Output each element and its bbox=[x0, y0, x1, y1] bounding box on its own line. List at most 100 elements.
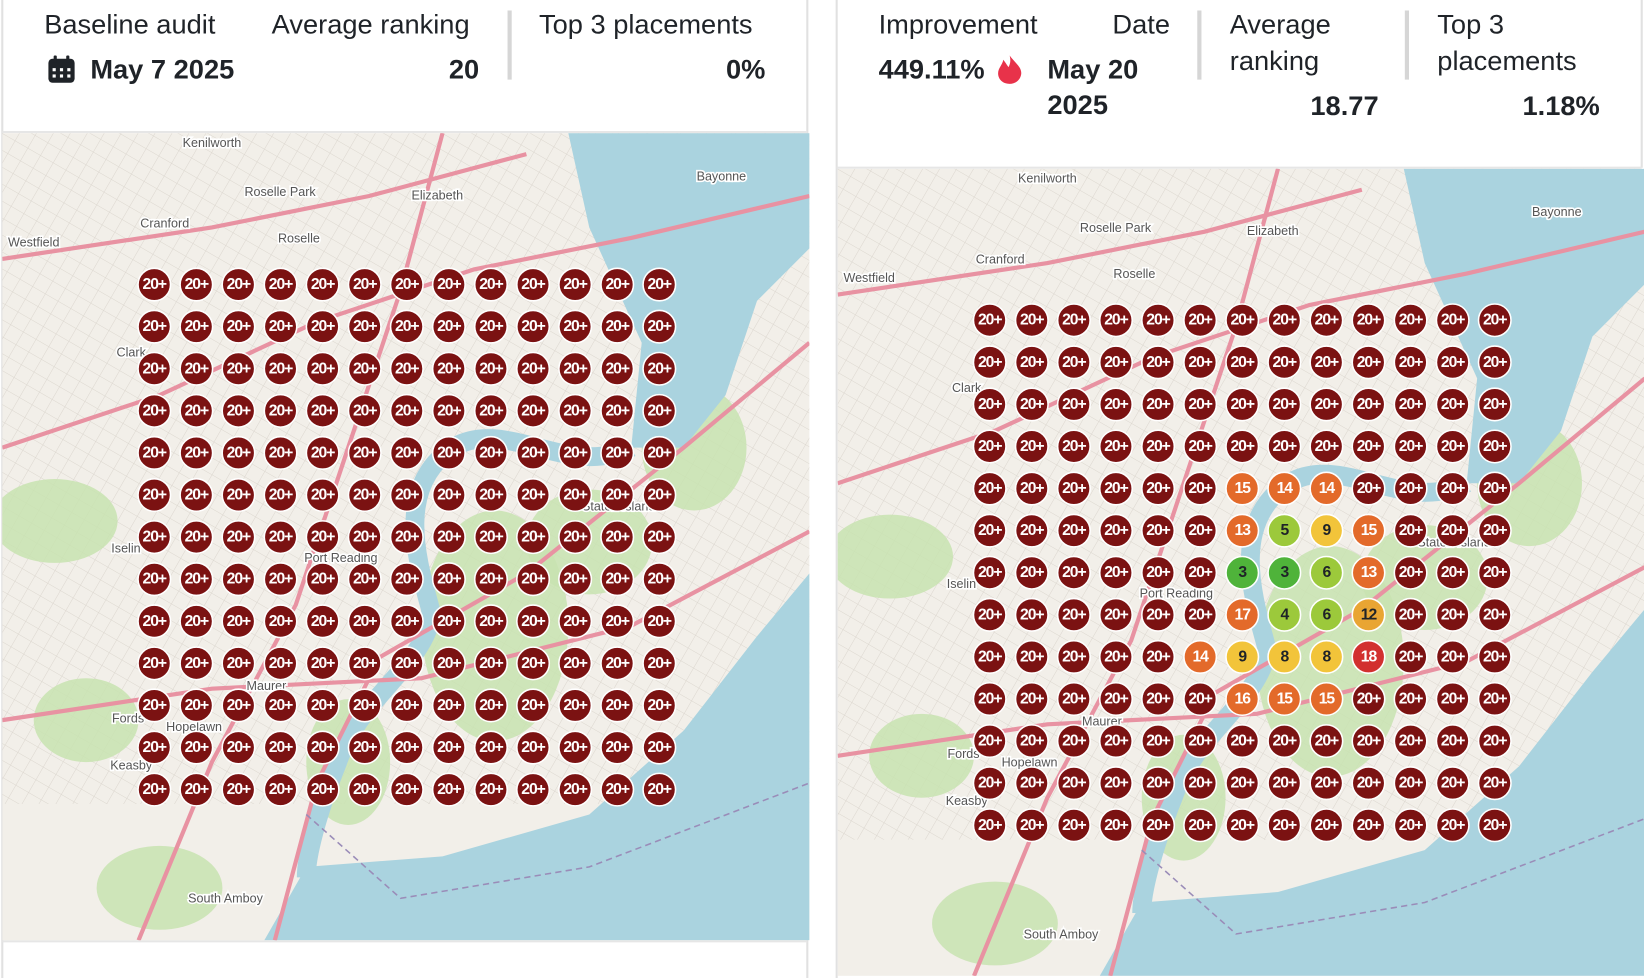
rank-dot[interactable]: 20+ bbox=[558, 309, 593, 344]
rank-dot[interactable]: 20+ bbox=[305, 646, 340, 681]
rank-dot[interactable]: 20+ bbox=[389, 772, 424, 807]
rank-dot[interactable]: 20+ bbox=[431, 435, 466, 470]
rank-dot[interactable]: 20+ bbox=[179, 562, 214, 597]
rank-dot[interactable]: 20+ bbox=[516, 562, 551, 597]
rank-dot[interactable]: 20+ bbox=[516, 688, 551, 723]
rank-dot[interactable]: 20+ bbox=[1056, 429, 1091, 464]
rank-dot[interactable]: 20+ bbox=[516, 730, 551, 765]
rank-dot[interactable]: 15 bbox=[1309, 681, 1344, 717]
rank-dot[interactable]: 20+ bbox=[473, 267, 509, 302]
rank-dot[interactable]: 20+ bbox=[389, 393, 424, 428]
rank-dot[interactable]: 20+ bbox=[558, 562, 593, 597]
rank-dot[interactable]: 20+ bbox=[558, 435, 593, 470]
rank-dot[interactable]: 20+ bbox=[137, 520, 172, 555]
rank-dot[interactable]: 20+ bbox=[1098, 724, 1134, 759]
rank-dot[interactable]: 20+ bbox=[347, 562, 382, 597]
rank-dot[interactable]: 20+ bbox=[600, 520, 635, 555]
rank-dot[interactable]: 20+ bbox=[431, 730, 466, 765]
rank-dot[interactable]: 13 bbox=[1351, 555, 1386, 590]
rank-dot[interactable]: 20+ bbox=[558, 688, 593, 723]
rank-dot[interactable]: 20+ bbox=[1225, 766, 1260, 801]
rank-dot[interactable]: 20+ bbox=[1267, 345, 1302, 380]
rank-dot[interactable]: 20+ bbox=[642, 351, 677, 386]
rank-dot[interactable]: 20+ bbox=[431, 309, 466, 344]
rank-dot[interactable]: 20+ bbox=[137, 309, 172, 344]
rank-dot[interactable]: 20+ bbox=[1267, 724, 1302, 759]
rank-dot[interactable]: 20+ bbox=[1141, 345, 1176, 380]
rank-dot[interactable]: 20+ bbox=[389, 520, 424, 555]
rank-dot[interactable]: 20+ bbox=[972, 345, 1007, 380]
rank-dot[interactable]: 20+ bbox=[137, 562, 172, 597]
rank-dot[interactable]: 20+ bbox=[305, 351, 340, 386]
rank-dot[interactable]: 20+ bbox=[1393, 724, 1428, 759]
rank-dot[interactable]: 20+ bbox=[347, 267, 382, 302]
rank-dot[interactable]: 14 bbox=[1183, 639, 1218, 674]
rank-dot[interactable]: 20+ bbox=[1014, 724, 1049, 759]
rank-dot[interactable]: 20+ bbox=[1435, 766, 1470, 801]
rank-dot[interactable]: 20+ bbox=[1477, 513, 1512, 548]
rank-dot[interactable]: 20+ bbox=[1183, 681, 1218, 717]
rank-dot[interactable]: 20+ bbox=[263, 477, 298, 513]
rank-dot[interactable]: 20+ bbox=[179, 730, 214, 765]
rank-dot[interactable]: 20+ bbox=[473, 604, 509, 639]
rank-dot[interactable]: 20+ bbox=[473, 309, 509, 344]
rank-dot[interactable]: 20+ bbox=[347, 688, 382, 723]
rank-dot[interactable]: 20+ bbox=[1183, 766, 1218, 801]
rank-dot[interactable]: 20+ bbox=[1435, 303, 1470, 338]
rank-dot[interactable]: 20+ bbox=[179, 477, 214, 513]
rank-dot[interactable]: 20+ bbox=[1014, 555, 1049, 590]
rank-dot[interactable]: 20+ bbox=[1056, 387, 1091, 422]
rank-dot[interactable]: 20+ bbox=[1393, 429, 1428, 464]
rank-dot[interactable]: 20+ bbox=[347, 604, 382, 639]
rank-dot[interactable]: 20+ bbox=[1477, 639, 1512, 674]
rank-dot[interactable]: 20+ bbox=[1351, 724, 1386, 759]
rank-dot[interactable]: 20+ bbox=[137, 435, 172, 470]
rank-dot[interactable]: 17 bbox=[1225, 597, 1260, 632]
rank-dot[interactable]: 9 bbox=[1225, 639, 1260, 674]
rank-dot[interactable]: 20+ bbox=[1351, 303, 1386, 338]
rank-dot[interactable]: 20+ bbox=[1309, 808, 1344, 843]
rank-dot[interactable]: 20+ bbox=[1267, 303, 1302, 338]
rank-dot[interactable]: 20+ bbox=[600, 309, 635, 344]
rank-dot[interactable]: 20+ bbox=[221, 688, 256, 723]
rank-dot[interactable]: 20+ bbox=[1393, 345, 1428, 380]
rank-dot[interactable]: 13 bbox=[1225, 513, 1260, 548]
map[interactable]: Kenilworth Roselle Park Elizabeth Bayonne Cr… bbox=[0, 133, 810, 941]
rank-dot[interactable]: 20+ bbox=[221, 520, 256, 555]
rank-dot[interactable]: 20+ bbox=[600, 393, 635, 428]
rank-dot[interactable]: 20+ bbox=[1014, 639, 1049, 674]
rank-dot[interactable]: 20+ bbox=[1183, 808, 1218, 843]
rank-dot[interactable]: 20+ bbox=[1014, 513, 1049, 548]
rank-dot[interactable]: 20+ bbox=[516, 646, 551, 681]
rank-dot[interactable]: 20+ bbox=[1477, 471, 1512, 506]
rank-dot[interactable]: 5 bbox=[1267, 513, 1302, 548]
rank-dot[interactable]: 20+ bbox=[1477, 681, 1512, 717]
rank-dot[interactable]: 20+ bbox=[558, 730, 593, 765]
rank-dot[interactable]: 20+ bbox=[263, 604, 298, 639]
rank-dot[interactable]: 20+ bbox=[1435, 808, 1470, 843]
rank-dot[interactable]: 20+ bbox=[516, 477, 551, 513]
rank-dot[interactable]: 20+ bbox=[1098, 555, 1134, 590]
rank-dot[interactable]: 20+ bbox=[600, 267, 635, 302]
rank-dot[interactable]: 20+ bbox=[1477, 766, 1512, 801]
rank-dot[interactable]: 20+ bbox=[1098, 513, 1134, 548]
rank-dot[interactable]: 20+ bbox=[473, 562, 509, 597]
rank-dot[interactable]: 16 bbox=[1225, 681, 1260, 717]
rank-dot[interactable]: 20+ bbox=[1141, 513, 1176, 548]
rank-dot[interactable]: 20+ bbox=[1435, 639, 1470, 674]
rank-dot[interactable]: 20+ bbox=[516, 393, 551, 428]
rank-dot[interactable]: 20+ bbox=[1098, 681, 1134, 717]
rank-dot[interactable]: 20+ bbox=[1183, 513, 1218, 548]
rank-dot[interactable]: 9 bbox=[1309, 513, 1344, 548]
rank-dot[interactable]: 20+ bbox=[972, 639, 1007, 674]
rank-dot[interactable]: 20+ bbox=[347, 477, 382, 513]
rank-dot[interactable]: 20+ bbox=[179, 772, 214, 807]
rank-dot[interactable]: 20+ bbox=[558, 267, 593, 302]
rank-dot[interactable]: 20+ bbox=[347, 772, 382, 807]
map[interactable]: Kenilworth Roselle Park Elizabeth Bayonne Cr… bbox=[827, 168, 1644, 976]
rank-dot[interactable]: 20+ bbox=[221, 393, 256, 428]
rank-dot[interactable]: 20+ bbox=[1141, 681, 1176, 717]
rank-dot[interactable]: 20+ bbox=[179, 435, 214, 470]
rank-dot[interactable]: 20+ bbox=[1351, 471, 1386, 506]
rank-dot[interactable]: 15 bbox=[1267, 681, 1302, 717]
